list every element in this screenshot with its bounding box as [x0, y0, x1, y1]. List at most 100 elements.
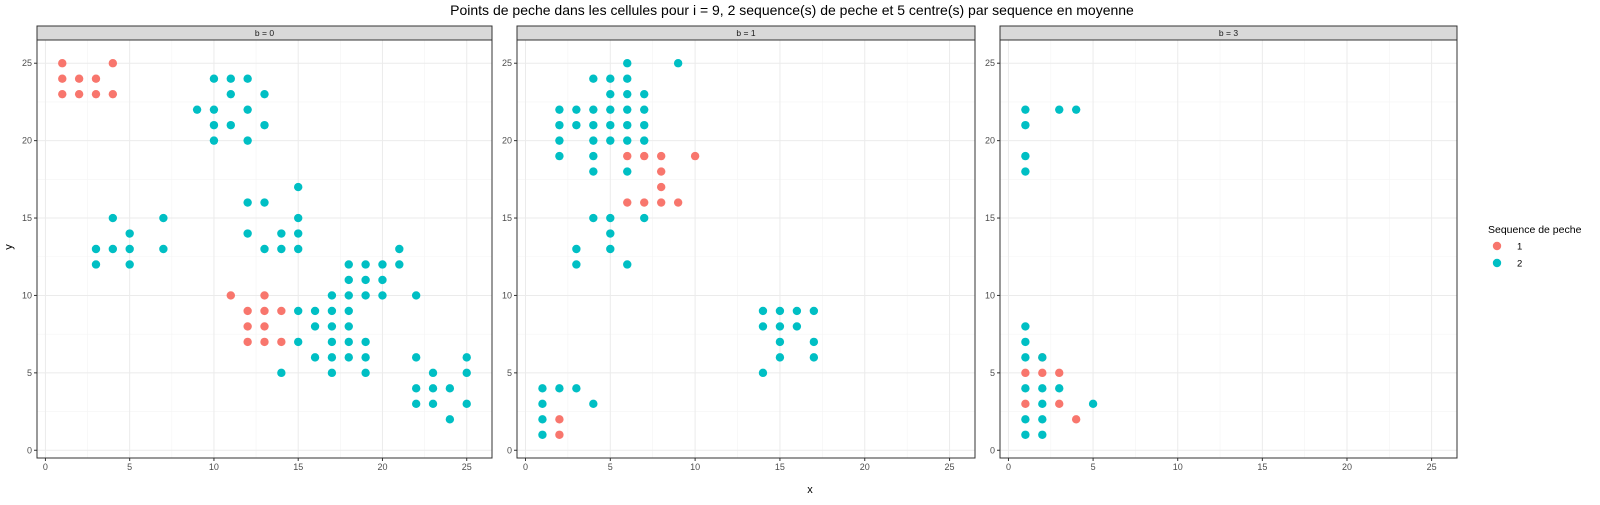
data-point-seq-1 — [1038, 368, 1047, 378]
data-point-seq-1 — [91, 89, 101, 99]
data-point-seq-2 — [310, 306, 320, 316]
data-point-seq-1 — [243, 337, 252, 347]
data-point-seq-1 — [243, 306, 252, 316]
data-point-seq-1 — [1055, 368, 1064, 378]
x-tick-label: 0 — [43, 462, 48, 472]
data-point-seq-2 — [294, 244, 303, 254]
data-point-seq-2 — [260, 89, 269, 99]
data-point-seq-2 — [572, 120, 581, 130]
data-point-seq-1 — [555, 430, 564, 439]
legend-title: Sequence de peche — [1488, 224, 1582, 236]
data-point-seq-2 — [344, 291, 353, 300]
panel-border — [999, 39, 1458, 459]
x-tick-label: 25 — [945, 462, 955, 472]
data-point-seq-2 — [209, 105, 219, 114]
x-tick-label: 25 — [462, 462, 472, 472]
data-point-seq-1 — [656, 198, 666, 207]
data-point-seq-2 — [361, 260, 370, 269]
x-tick-label: 20 — [377, 462, 387, 472]
data-point-seq-2 — [159, 213, 168, 223]
data-point-seq-1 — [58, 89, 67, 99]
data-point-seq-1 — [260, 337, 269, 347]
data-point-seq-2 — [606, 120, 615, 130]
data-point-seq-2 — [538, 430, 547, 439]
data-point-seq-1 — [108, 59, 118, 68]
data-point-seq-2 — [277, 244, 286, 254]
data-point-seq-2 — [294, 337, 303, 347]
data-point-seq-1 — [243, 322, 252, 331]
data-point-seq-2 — [1021, 337, 1030, 347]
y-tick-label: 20 — [502, 136, 512, 146]
y-tick-label: 5 — [27, 368, 32, 378]
data-point-seq-1 — [623, 151, 632, 161]
facet-panel: b = 0 0 5 10 15 20 25 0 5 10 15 20 25 — [22, 25, 493, 472]
y-tick-label: 15 — [502, 213, 512, 223]
facet-panel: b = 1 0 5 10 15 20 25 0 5 10 15 20 25 — [502, 25, 976, 472]
data-point-seq-2 — [344, 322, 353, 331]
x-tick-label: 10 — [1173, 462, 1183, 472]
data-point-seq-2 — [640, 136, 649, 145]
data-point-seq-2 — [411, 353, 421, 362]
data-point-seq-2 — [555, 384, 564, 393]
data-point-seq-2 — [462, 399, 471, 409]
legend-key-seq-1 — [1492, 241, 1502, 251]
y-tick-label: 10 — [502, 290, 512, 300]
data-point-seq-2 — [91, 260, 101, 269]
data-point-seq-2 — [589, 105, 598, 114]
panel-border — [516, 39, 976, 459]
data-point-seq-2 — [361, 368, 370, 378]
y-tick-label: 10 — [22, 290, 32, 300]
data-point-seq-2 — [1021, 151, 1030, 161]
data-point-seq-2 — [344, 337, 353, 347]
x-tick-label: 0 — [1006, 462, 1011, 472]
data-point-seq-2 — [775, 337, 785, 347]
data-point-seq-2 — [462, 353, 471, 362]
data-point-seq-2 — [606, 213, 615, 223]
data-point-seq-2 — [260, 198, 269, 207]
data-point-seq-2 — [260, 244, 269, 254]
data-point-seq-2 — [125, 229, 134, 238]
data-point-seq-2 — [378, 291, 387, 300]
data-point-seq-2 — [327, 322, 337, 331]
data-point-seq-1 — [277, 306, 286, 316]
data-point-seq-2 — [243, 229, 252, 238]
data-point-seq-2 — [758, 368, 768, 378]
data-point-seq-2 — [1021, 322, 1030, 331]
facet-strip-label: b = 0 — [255, 28, 274, 38]
data-point-seq-2 — [589, 74, 598, 83]
data-point-seq-2 — [428, 368, 438, 378]
data-point-seq-2 — [538, 399, 547, 409]
data-point-seq-2 — [344, 353, 353, 362]
data-point-seq-2 — [792, 306, 802, 316]
data-point-seq-2 — [91, 244, 101, 254]
data-point-seq-2 — [555, 136, 564, 145]
data-point-seq-1 — [640, 151, 649, 161]
data-point-seq-2 — [623, 89, 632, 99]
data-point-seq-2 — [243, 74, 252, 83]
data-point-seq-2 — [361, 353, 370, 362]
facet-panel: b = 3 0 5 10 15 20 25 0 5 10 15 20 25 — [985, 25, 1458, 472]
data-point-seq-2 — [192, 105, 202, 114]
data-point-seq-1 — [260, 291, 269, 300]
data-point-seq-2 — [327, 306, 337, 316]
data-point-seq-1 — [58, 74, 67, 83]
data-point-seq-2 — [108, 213, 118, 223]
data-point-seq-2 — [572, 384, 581, 393]
data-point-seq-2 — [809, 337, 819, 347]
data-point-seq-2 — [294, 213, 303, 223]
data-point-seq-2 — [428, 384, 438, 393]
data-point-seq-2 — [640, 213, 649, 223]
data-point-seq-2 — [758, 306, 768, 316]
data-point-seq-2 — [606, 105, 615, 114]
data-point-seq-2 — [775, 353, 785, 362]
data-point-seq-2 — [462, 368, 471, 378]
legend-label-seq-1: 1 — [1517, 242, 1522, 253]
data-point-seq-2 — [606, 74, 615, 83]
data-point-seq-2 — [445, 415, 455, 424]
data-point-seq-1 — [74, 89, 84, 99]
data-point-seq-2 — [1021, 430, 1030, 439]
data-point-seq-2 — [538, 415, 547, 424]
x-tick-label: 20 — [860, 462, 870, 472]
data-point-seq-2 — [277, 368, 286, 378]
